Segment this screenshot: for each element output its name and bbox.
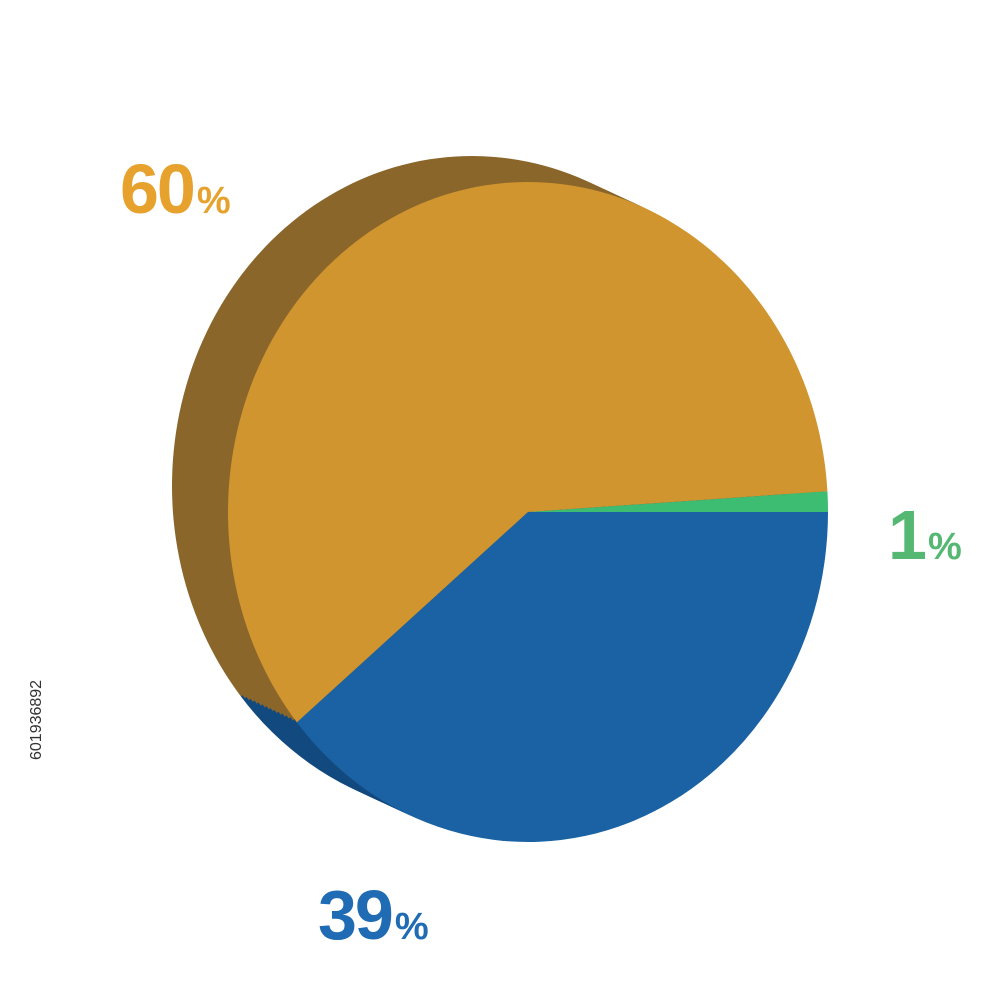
pie-label-60: 60% xyxy=(120,154,231,224)
pie-faces xyxy=(227,181,828,842)
pie-label-value: 39 xyxy=(318,876,394,954)
pie-label-value: 1 xyxy=(888,496,927,574)
pie-label-unit: % xyxy=(196,180,231,222)
pie-label-value: 60 xyxy=(120,150,196,228)
pie-label-unit: % xyxy=(927,526,962,568)
pie-label-1: 1% xyxy=(888,500,962,570)
pie-label-39: 39% xyxy=(318,880,429,950)
slice-1 xyxy=(528,491,828,512)
slice-60 xyxy=(227,181,828,723)
slice-39 xyxy=(296,512,828,842)
pie-label-unit: % xyxy=(394,906,429,948)
stock-id-text: 601936892 xyxy=(28,679,45,760)
